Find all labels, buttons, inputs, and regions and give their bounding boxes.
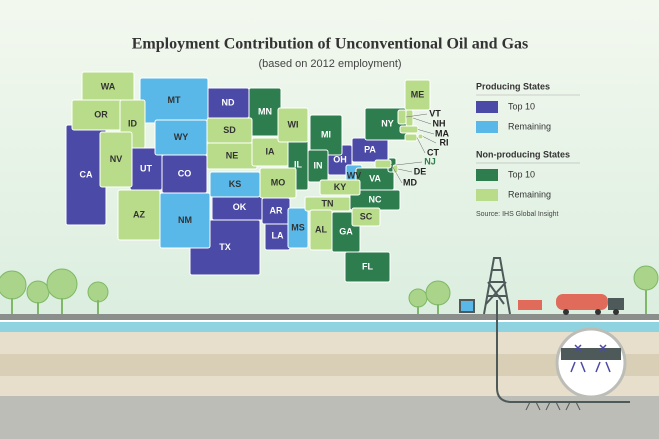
legend-swatch bbox=[476, 121, 498, 133]
state-label: ID bbox=[128, 118, 138, 128]
tree-trunks bbox=[11, 290, 647, 314]
state bbox=[344, 251, 391, 283]
source: Source: IHS Global Insight bbox=[476, 211, 559, 218]
leader-line bbox=[417, 129, 435, 135]
state-label: PA bbox=[364, 144, 376, 154]
title: Employment Contribution of Unconventiona… bbox=[132, 36, 529, 53]
state bbox=[99, 131, 133, 188]
state bbox=[307, 149, 329, 183]
leader-line bbox=[405, 113, 428, 118]
state-label: RI bbox=[440, 137, 449, 147]
leader-line bbox=[412, 117, 432, 125]
legend-label: Top 10 bbox=[508, 101, 535, 111]
state-label: MS bbox=[291, 222, 305, 232]
state bbox=[404, 79, 431, 111]
state-label: MO bbox=[271, 177, 286, 187]
legend-swatch bbox=[476, 189, 498, 201]
legend: Producing States Top 10 Remaining Non-produ… bbox=[476, 81, 580, 201]
state bbox=[319, 179, 361, 196]
leader-line bbox=[390, 163, 403, 184]
state-label: MD bbox=[403, 177, 417, 187]
state bbox=[277, 107, 309, 143]
state-label: LA bbox=[272, 230, 284, 240]
state-label: SD bbox=[223, 125, 236, 135]
derrick bbox=[459, 257, 511, 315]
legend-label: Top 10 bbox=[508, 169, 535, 179]
leader-line bbox=[416, 137, 426, 154]
legend-label: Remaining bbox=[508, 189, 551, 199]
legend-label: Remaining bbox=[508, 121, 551, 131]
state-label: AL bbox=[315, 224, 327, 234]
state-label: OH bbox=[333, 154, 347, 164]
subtitle: (based on 2012 employment) bbox=[258, 58, 401, 70]
state-label: IA bbox=[266, 146, 276, 156]
ground bbox=[0, 300, 659, 439]
state bbox=[117, 189, 161, 241]
state-label: DE bbox=[414, 166, 427, 176]
state-label: NC bbox=[369, 194, 382, 204]
us-map: CA UT CO ND OK TX LA AR OH PA MT WY KS NM MS WV MN MI IL IN… bbox=[65, 71, 450, 283]
state bbox=[259, 167, 297, 199]
state-label: CO bbox=[178, 168, 192, 178]
state-label: CA bbox=[80, 169, 93, 179]
state-label: NE bbox=[226, 150, 239, 160]
state-label: NJ bbox=[424, 156, 436, 166]
state-label: FL bbox=[362, 261, 373, 271]
state-label: MN bbox=[258, 106, 272, 116]
state-label: AZ bbox=[133, 209, 145, 219]
truck bbox=[518, 294, 624, 315]
legend-title: Producing States bbox=[476, 81, 550, 91]
state-label: KY bbox=[334, 182, 347, 192]
state-label: CT bbox=[427, 147, 439, 157]
state-label: MT bbox=[168, 95, 181, 105]
state-labels: CA UT CO ND OK TX LA AR OH PA MT WY KS NM MS WV MN MI IL IN… bbox=[80, 81, 450, 271]
state-label: AR bbox=[270, 205, 283, 215]
state-label: IN bbox=[314, 160, 323, 170]
state-label: SC bbox=[360, 211, 373, 221]
state-label: MI bbox=[321, 129, 331, 139]
state-label: NH bbox=[433, 118, 446, 128]
state-label: GA bbox=[339, 226, 353, 236]
state bbox=[405, 109, 414, 127]
state-label: VT bbox=[429, 108, 441, 118]
leader-line bbox=[395, 161, 423, 166]
leader-line bbox=[422, 136, 437, 144]
state bbox=[397, 109, 407, 125]
states bbox=[65, 71, 431, 283]
state bbox=[417, 133, 424, 140]
state-label: NY bbox=[381, 118, 394, 128]
state-label: UT bbox=[140, 163, 152, 173]
state-label: TN bbox=[322, 198, 334, 208]
state-label: IL bbox=[294, 159, 303, 169]
state-label: OR bbox=[94, 109, 108, 119]
state-label: NM bbox=[178, 215, 192, 225]
legend-swatch bbox=[476, 169, 498, 181]
state bbox=[374, 159, 392, 169]
state bbox=[251, 137, 289, 167]
state-label: KS bbox=[229, 179, 242, 189]
legend-title: Non-producing States bbox=[476, 149, 570, 159]
state bbox=[287, 207, 309, 249]
state-label: WI bbox=[288, 119, 299, 129]
state-label: WA bbox=[101, 81, 116, 91]
leader-line bbox=[397, 168, 413, 173]
trees bbox=[0, 265, 659, 308]
legend-swatch bbox=[476, 101, 498, 113]
state-label: OK bbox=[233, 202, 247, 212]
state bbox=[351, 207, 381, 227]
state-label: WY bbox=[174, 132, 189, 142]
state bbox=[404, 133, 418, 142]
state-label: ND bbox=[222, 97, 235, 107]
state-label: MA bbox=[435, 128, 449, 138]
state bbox=[399, 125, 419, 134]
state-label: WV bbox=[347, 170, 362, 180]
state bbox=[309, 209, 333, 251]
state-label: ME bbox=[411, 89, 425, 99]
state-label: TX bbox=[219, 242, 231, 252]
rock-inset bbox=[525, 327, 627, 411]
state-label: VA bbox=[369, 173, 381, 183]
state-label: NV bbox=[110, 154, 123, 164]
